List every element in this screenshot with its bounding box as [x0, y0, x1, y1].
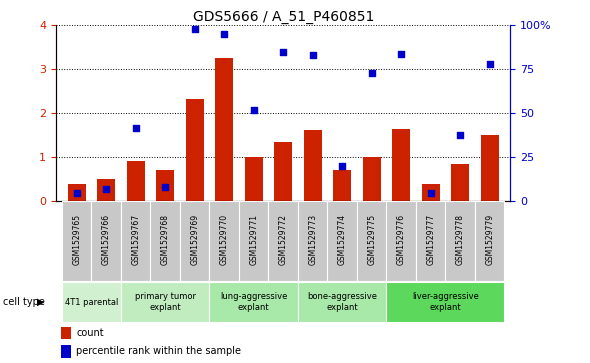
Text: GSM1529773: GSM1529773 — [308, 214, 317, 265]
Point — [101, 186, 111, 192]
Text: GSM1529770: GSM1529770 — [219, 214, 229, 265]
Bar — [268, 201, 298, 281]
Bar — [416, 201, 445, 281]
Point — [396, 51, 406, 57]
Bar — [209, 282, 298, 322]
Text: ▶: ▶ — [37, 297, 45, 307]
Title: GDS5666 / A_51_P460851: GDS5666 / A_51_P460851 — [192, 11, 374, 24]
Point — [455, 132, 465, 138]
Bar — [209, 201, 239, 281]
Bar — [481, 135, 499, 201]
Bar — [392, 129, 410, 201]
Bar — [186, 99, 204, 201]
Bar — [245, 158, 263, 201]
Text: GSM1529775: GSM1529775 — [367, 214, 376, 265]
Bar — [298, 201, 327, 281]
Point — [72, 190, 81, 196]
Bar — [121, 282, 209, 322]
Point — [485, 61, 494, 67]
Text: GSM1529774: GSM1529774 — [337, 214, 347, 265]
Bar — [62, 201, 91, 281]
Text: cell type: cell type — [3, 297, 45, 307]
Point — [190, 26, 199, 32]
Point — [367, 70, 376, 76]
Bar — [274, 142, 292, 201]
Text: 4T1 parental: 4T1 parental — [65, 298, 118, 307]
Text: bone-aggressive
explant: bone-aggressive explant — [307, 293, 377, 312]
Point — [278, 49, 288, 55]
Point — [308, 52, 317, 58]
Text: GSM1529777: GSM1529777 — [426, 214, 435, 265]
Bar — [239, 201, 268, 281]
Bar — [150, 201, 180, 281]
Bar — [61, 327, 71, 339]
Bar — [62, 282, 121, 322]
Text: GSM1529779: GSM1529779 — [485, 214, 494, 265]
Point — [160, 184, 170, 190]
Text: GSM1529767: GSM1529767 — [131, 214, 140, 265]
Bar — [180, 201, 209, 281]
Bar — [156, 170, 174, 201]
Point — [426, 190, 435, 196]
Text: count: count — [77, 328, 104, 338]
Text: GSM1529765: GSM1529765 — [72, 214, 81, 265]
Text: liver-aggressive
explant: liver-aggressive explant — [412, 293, 479, 312]
Bar — [357, 201, 386, 281]
Text: GSM1529776: GSM1529776 — [396, 214, 406, 265]
Text: GSM1529778: GSM1529778 — [455, 214, 465, 265]
Bar — [451, 164, 469, 201]
Text: GSM1529772: GSM1529772 — [278, 214, 288, 265]
Text: GSM1529769: GSM1529769 — [190, 214, 199, 265]
Bar — [61, 345, 71, 358]
Point — [249, 107, 258, 113]
Text: lung-aggressive
explant: lung-aggressive explant — [220, 293, 287, 312]
Bar — [445, 201, 475, 281]
Bar — [386, 282, 504, 322]
Bar — [422, 184, 440, 201]
Bar — [97, 179, 115, 201]
Text: percentile rank within the sample: percentile rank within the sample — [77, 346, 241, 356]
Bar — [386, 201, 416, 281]
Text: GSM1529771: GSM1529771 — [249, 214, 258, 265]
Text: GSM1529768: GSM1529768 — [160, 214, 170, 265]
Bar — [91, 201, 121, 281]
Text: primary tumor
explant: primary tumor explant — [135, 293, 196, 312]
Bar — [475, 201, 504, 281]
Bar — [327, 201, 357, 281]
Bar — [215, 58, 233, 201]
Bar — [363, 156, 381, 201]
Bar — [121, 201, 150, 281]
Bar — [127, 160, 145, 201]
Point — [131, 125, 140, 130]
Text: GSM1529766: GSM1529766 — [101, 214, 111, 265]
Point — [337, 163, 347, 169]
Bar — [333, 170, 351, 201]
Point — [219, 31, 229, 37]
Bar — [68, 184, 86, 201]
Bar — [304, 130, 322, 201]
Bar — [298, 282, 386, 322]
